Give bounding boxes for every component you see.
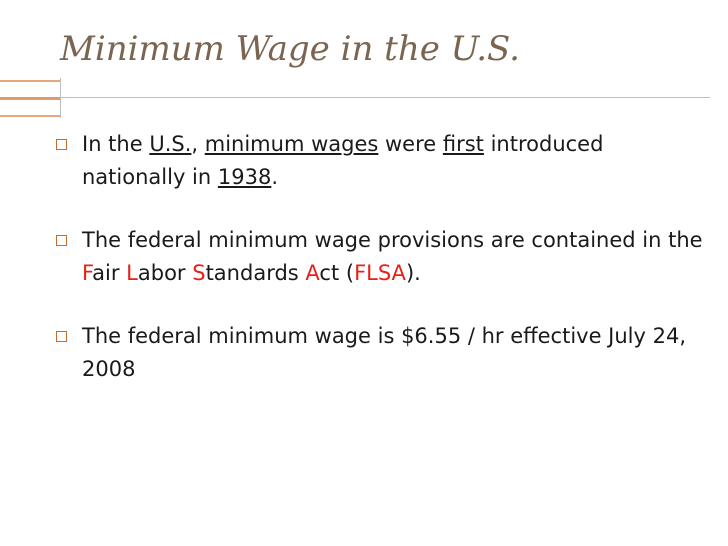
bullet-text: introduced nationally in (82, 132, 604, 189)
bullet-list: In the U.S., minimum wages were first in… (56, 128, 706, 416)
bullet-text: tandards (205, 261, 306, 285)
acronym-letter-a: A (305, 261, 320, 285)
accent-line-orange-top (0, 80, 60, 82)
acronym-letter-l: L (126, 261, 138, 285)
hollow-square-bullet-icon (56, 139, 67, 150)
bullet-text: effective July 24, 2008 (82, 324, 687, 381)
wage-amount: $6.55 / hr (401, 324, 504, 348)
divider-line (60, 97, 710, 98)
bullet-item: The federal minimum wage provisions are … (56, 224, 706, 290)
bullet-item: In the U.S., minimum wages were first in… (56, 128, 706, 194)
hollow-square-bullet-icon (56, 235, 67, 246)
link-us[interactable]: U.S. (149, 132, 192, 156)
link-1938[interactable]: 1938 (217, 165, 272, 189)
bullet-text: In the (82, 132, 150, 156)
acronym-letter-f: F (82, 261, 93, 285)
accent-line-orange-bottom (0, 115, 60, 117)
bullet-text: air (92, 261, 127, 285)
acronym-flsa: FLSA (354, 261, 406, 285)
acronym-letter-s: S (192, 261, 206, 285)
bullet-text: . (271, 165, 279, 189)
link-minimum-wages[interactable]: minimum wages (204, 132, 379, 156)
bullet-text: abor (137, 261, 193, 285)
hollow-square-bullet-icon (56, 331, 67, 342)
bullet-text: The federal minimum wage provisions are … (82, 228, 703, 252)
bullet-text: ct ( (319, 261, 355, 285)
bullet-text: were (378, 132, 443, 156)
bullet-text: , (191, 132, 205, 156)
bullet-item: The federal minimum wage is $6.55 / hr e… (56, 320, 706, 386)
bullet-text: The federal minimum wage is (82, 324, 402, 348)
link-first[interactable]: first (442, 132, 484, 156)
divider-vertical-line (60, 78, 61, 118)
slide-title: Minimum Wage in the U.S. (60, 29, 520, 69)
bullet-text: ). (405, 261, 421, 285)
accent-line-orange (0, 97, 60, 100)
